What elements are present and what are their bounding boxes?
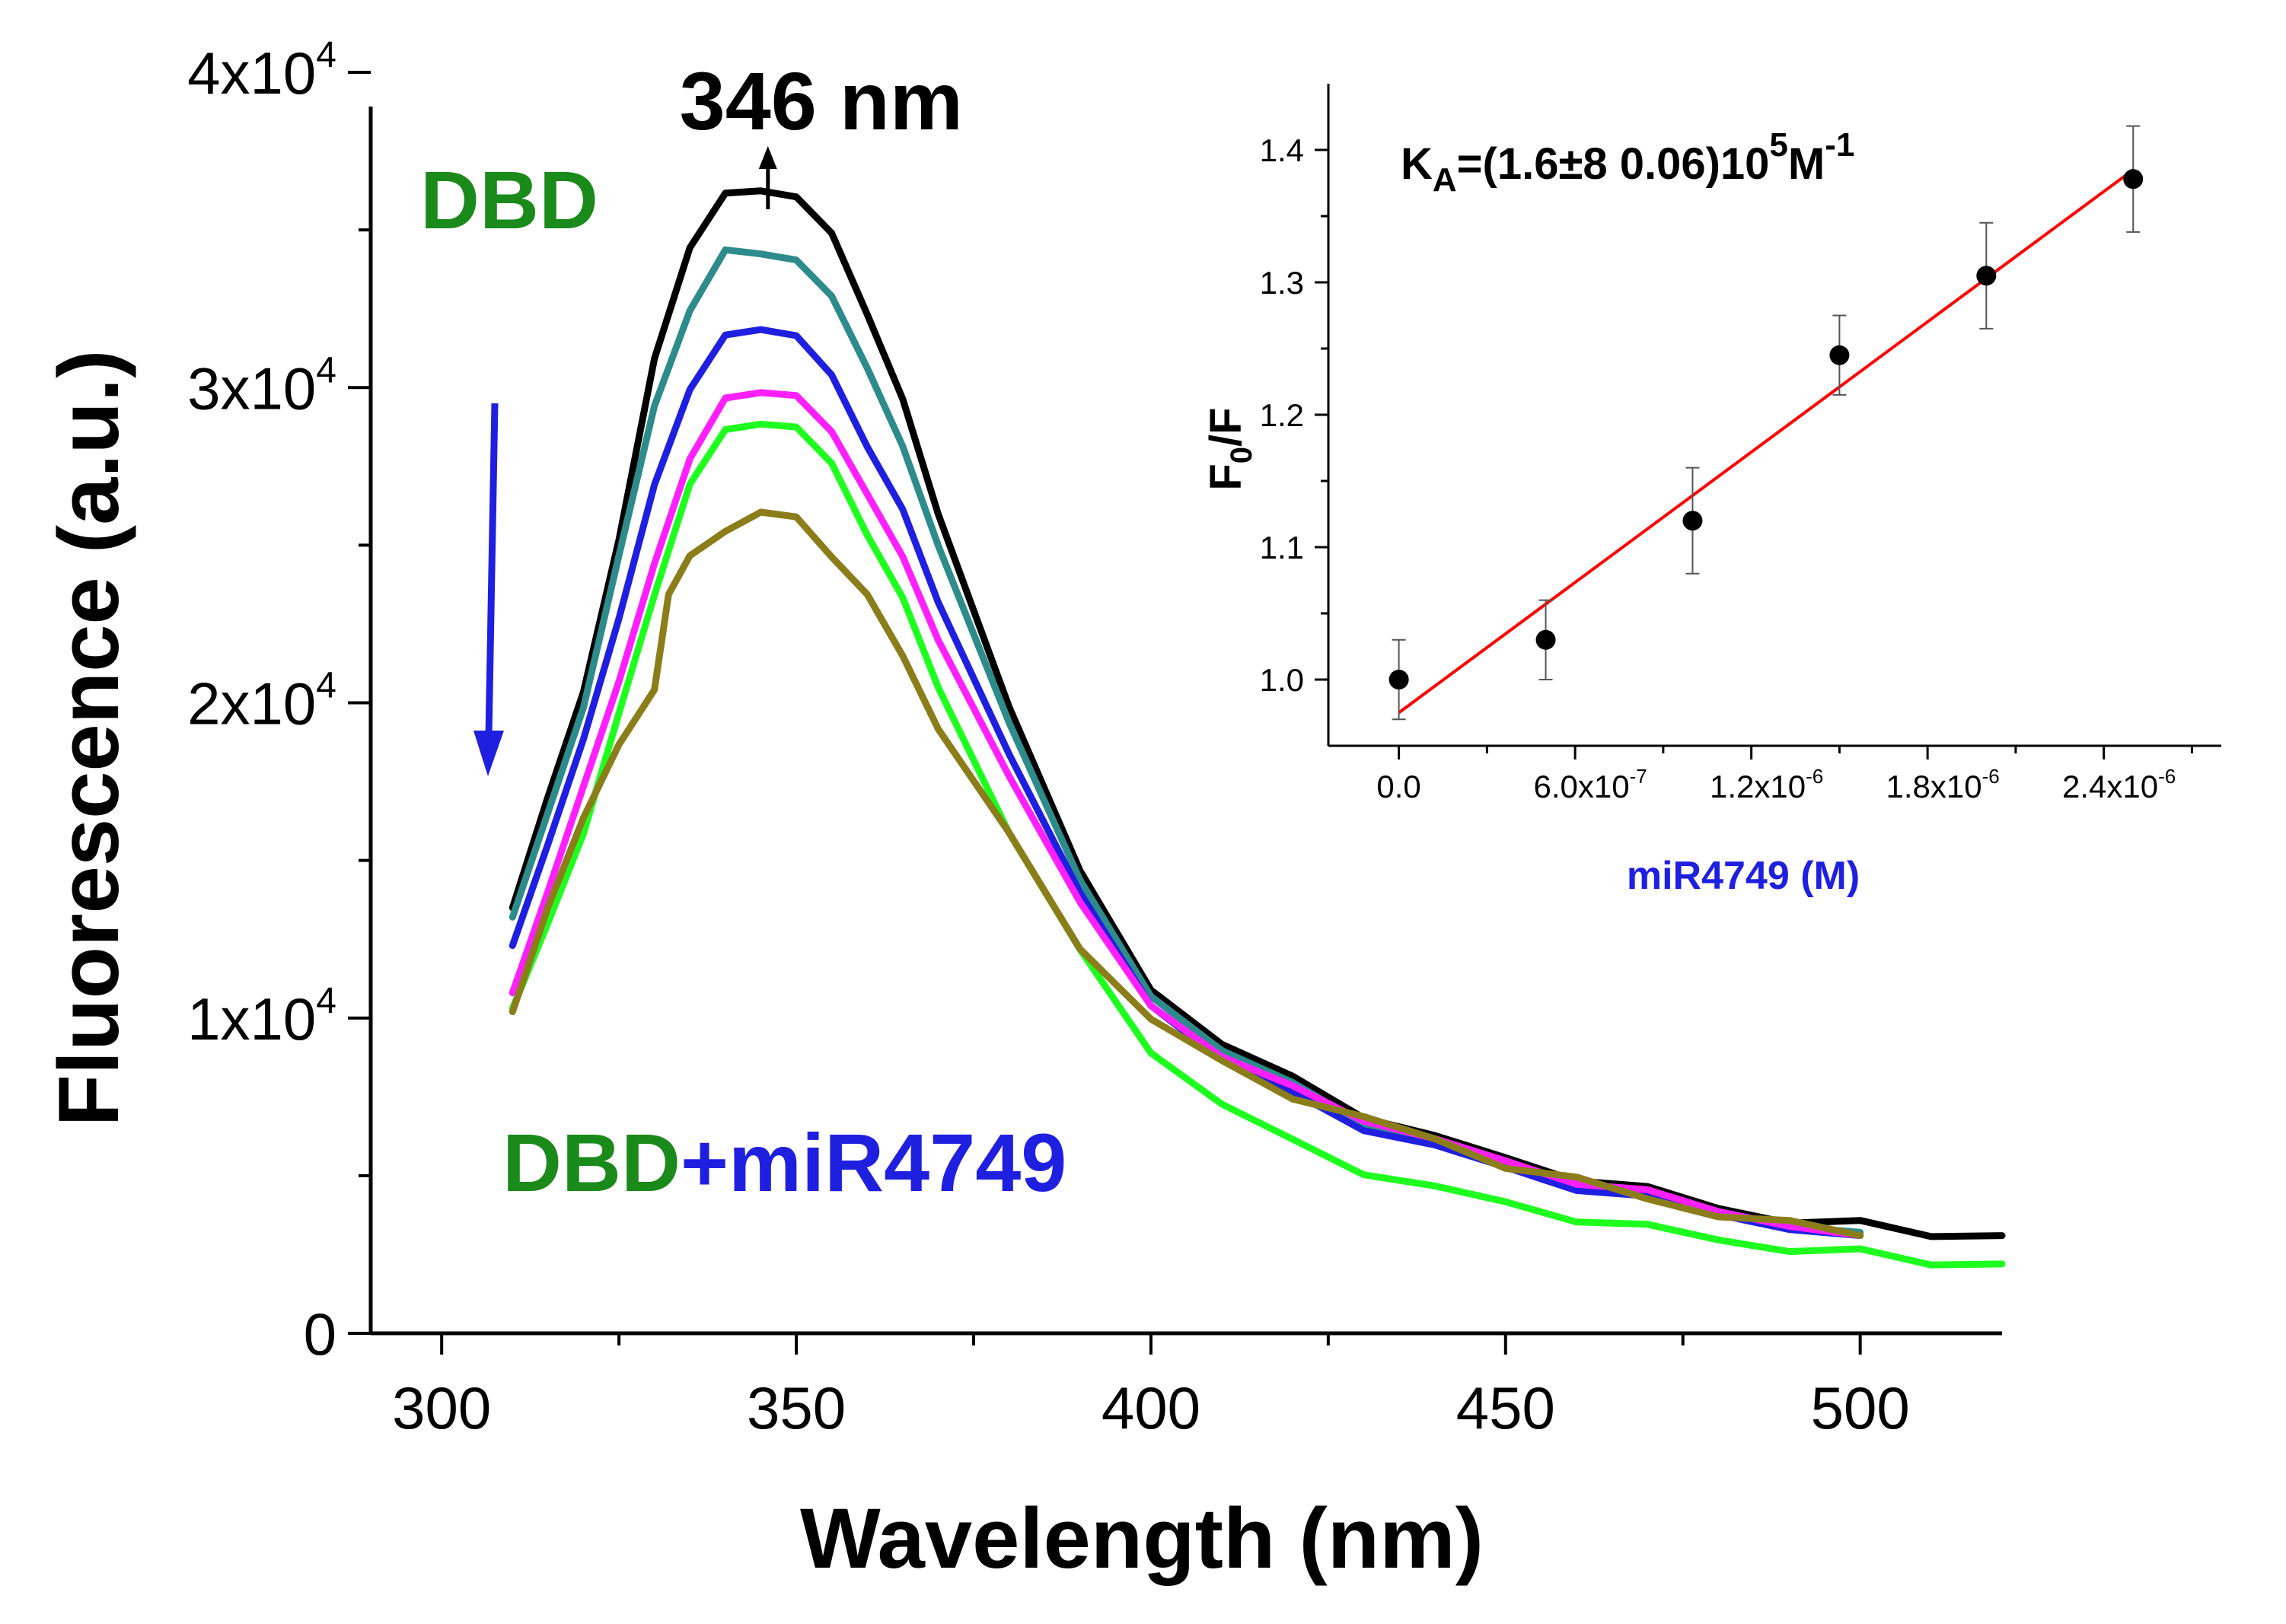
main-x-tick-label: 400 — [1102, 1374, 1200, 1441]
ka-unit: M — [1788, 139, 1825, 189]
inset-y-axis-label: F0/F — [1201, 407, 1258, 490]
inset-x-ticks: 0.0 6.0x10-7 1.2x10-6 1.8x10-6 2.4x10-6 — [1376, 746, 2193, 804]
inset-x-tick-label: 1.8x10-6 — [1886, 765, 2000, 804]
ka-k: K — [1401, 139, 1433, 189]
inset-y-tick-label: 1.0 — [1260, 662, 1304, 698]
main-y-tick-label: 2x104 — [187, 666, 336, 737]
ka-main: =(1.6±8 0.06)10 — [1457, 139, 1770, 189]
main-y-tick-label: 4x104 — [187, 35, 336, 107]
main-y-tick-label: 1x104 — [187, 981, 336, 1052]
main-x-tick-label: 350 — [747, 1374, 846, 1441]
peak-arrow-icon — [758, 146, 777, 209]
main-x-tick-label: 300 — [392, 1374, 491, 1441]
series-line-magenta — [509, 389, 1864, 1240]
data-point — [1829, 345, 1850, 365]
inset-y-tick-label: 1.2 — [1260, 397, 1304, 433]
inset-y-tick-label: 1.3 — [1260, 265, 1304, 301]
dbd-mir-label: DBD+miR4749 — [502, 1116, 1066, 1208]
inset-y-label-rest: /F — [1201, 407, 1251, 447]
inset-x-axis-label: miR4749 (M) — [1627, 854, 1860, 898]
data-point — [2123, 169, 2144, 189]
series-line-blue — [509, 326, 1864, 1240]
main-y-ticks: 0 1x104 2x104 3x104 4x104 — [187, 35, 371, 1368]
main-x-axis-label: Wavelength (nm) — [800, 1491, 1484, 1586]
inset-points — [1388, 125, 2144, 721]
inset-y-label-f: F — [1201, 463, 1251, 490]
data-point — [1388, 670, 1409, 689]
inset-y-label-sub: 0 — [1225, 447, 1258, 463]
ka-annotation: KA=(1.6±8 0.06)105M-1 — [1401, 126, 1854, 199]
quench-arrow-icon — [473, 403, 504, 776]
main-x-tick-label: 450 — [1456, 1374, 1555, 1441]
fit-line — [1398, 168, 2135, 715]
data-point — [1535, 629, 1556, 650]
main-x-tick-label: 500 — [1811, 1374, 1910, 1441]
data-point — [1682, 511, 1703, 531]
ka-exp: 5 — [1769, 126, 1787, 164]
ka-unit-exp: -1 — [1825, 126, 1854, 164]
inset-y-tick-label: 1.4 — [1260, 132, 1304, 168]
dbd-label: DBD — [420, 154, 598, 246]
inset-y-tick-label: 1.1 — [1260, 530, 1304, 565]
dbd-mir-label-dbd: DBD — [502, 1116, 681, 1208]
main-y-axis-label: Fluorescence (a.u.) — [41, 350, 136, 1127]
inset-y-ticks: 1.0 1.1 1.2 1.3 1.4 — [1260, 132, 1328, 698]
dbd-mir-label-mir: +miR4749 — [681, 1116, 1066, 1208]
inset-x-tick-label: 0.0 — [1376, 769, 1420, 804]
peak-label: 346 nm — [680, 55, 963, 147]
main-series — [509, 187, 2006, 1269]
inset-x-tick-label: 6.0x10-7 — [1534, 765, 1647, 804]
ka-sub: A — [1433, 161, 1457, 199]
main-y-tick-label: 0 — [304, 1301, 336, 1368]
inset-fit-line — [1398, 168, 2135, 715]
main-y-tick-label: 3x104 — [187, 350, 336, 422]
data-point — [1976, 266, 1997, 286]
series-line-olive — [509, 508, 1864, 1240]
inset-x-tick-label: 1.2x10-6 — [1710, 765, 1823, 804]
inset-chart: 0.0 6.0x10-7 1.2x10-6 1.8x10-6 2.4x10-6 1.01… — [1201, 84, 2221, 898]
main-x-ticks: 300 350 400 450 500 — [392, 1333, 1910, 1441]
inset-x-tick-label: 2.4x10-6 — [2062, 765, 2176, 804]
series-line-teal — [509, 246, 1864, 1236]
main-chart: 300 350 400 450 500 0 1x104 2x104 3x104 4x104 Wa… — [41, 35, 2006, 1586]
